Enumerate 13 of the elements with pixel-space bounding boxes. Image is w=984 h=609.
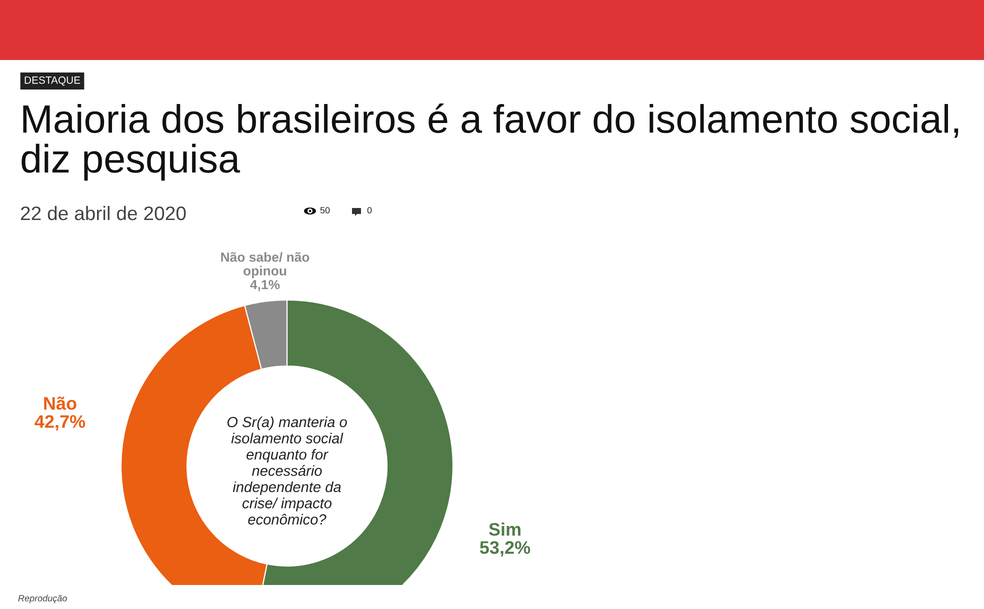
text: 0 xyxy=(367,207,372,214)
chart-title: Maioria dos brasileiros é a favor do isolamento social, diz pesquisa xyxy=(22,104,958,181)
slice-label: Sim xyxy=(488,522,520,536)
data-label: 4,1% xyxy=(250,280,280,292)
text: O Sr(a) manteria o isolamento social enquanto for necessário independente da crise/ impacto econômico? xyxy=(227,416,347,525)
text: Reprodução xyxy=(18,594,67,604)
text: DESTAQUE xyxy=(24,76,80,86)
text: 22 de abril de 2020 xyxy=(20,206,186,220)
slice-label: Não xyxy=(44,396,76,410)
text: 50 xyxy=(320,207,330,214)
data-label: 53,2% xyxy=(480,541,530,557)
data-label: 42,7% xyxy=(34,415,86,431)
slice-label: Não sabe/ não opinou xyxy=(221,252,310,278)
